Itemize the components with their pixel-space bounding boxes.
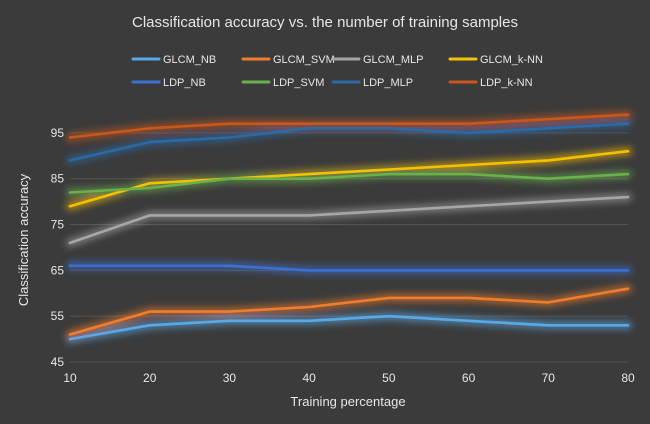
y-tick-label: 85 bbox=[51, 172, 65, 186]
legend-label-ldp-svm: LDP_SVM bbox=[273, 77, 324, 89]
series-line-glcm-k-nn bbox=[68, 149, 630, 208]
x-tick-label: 60 bbox=[462, 371, 476, 385]
series-glow-glcm-mlp bbox=[65, 192, 633, 248]
legend-label-glcm-mlp: GLCM_MLP bbox=[363, 54, 424, 66]
x-tick-label: 50 bbox=[382, 371, 396, 385]
series-line-ldp-nb bbox=[68, 264, 630, 272]
y-tick-label: 75 bbox=[51, 218, 65, 232]
y-axis-label: Classification accuracy bbox=[16, 173, 31, 306]
chart-title: Classification accuracy vs. the number o… bbox=[132, 14, 518, 31]
y-tick-label: 45 bbox=[51, 355, 65, 369]
legend-label-ldp-mlp: LDP_MLP bbox=[363, 77, 413, 89]
y-tick-label: 55 bbox=[51, 309, 65, 323]
series-line-ldp-mlp bbox=[68, 122, 630, 162]
series-line-glcm-nb bbox=[68, 314, 630, 341]
y-tick-label: 95 bbox=[51, 126, 65, 140]
legend: GLCM_NB GLCM_SVM GLCM_MLP GLCM_k-NN LDP_NB LD… bbox=[131, 54, 543, 89]
glow-layer bbox=[65, 110, 633, 344]
x-axis-label: Training percentage bbox=[290, 394, 405, 409]
legend-label-glcm-k-nn: GLCM_k-NN bbox=[480, 54, 543, 66]
legend-label-ldp-k-nn: LDP_k-NN bbox=[480, 77, 533, 89]
legend-label-glcm-svm: GLCM_SVM bbox=[273, 54, 335, 66]
x-tick-label: 70 bbox=[542, 371, 556, 385]
series-line-glcm-mlp bbox=[68, 195, 630, 245]
x-tick-label: 30 bbox=[223, 371, 237, 385]
series-line-ldp-k-nn bbox=[68, 113, 630, 139]
x-tick-label: 20 bbox=[143, 371, 157, 385]
legend-label-ldp-nb: LDP_NB bbox=[163, 77, 206, 89]
legend-label-glcm-nb: GLCM_NB bbox=[163, 54, 216, 66]
y-tick-label: 65 bbox=[51, 263, 65, 277]
series-line-ldp-svm bbox=[68, 172, 630, 194]
series-line-glcm-svm bbox=[68, 287, 630, 336]
x-tick-label: 80 bbox=[621, 371, 635, 385]
x-tick-label: 10 bbox=[63, 371, 77, 385]
tick-layer: 45 55 65 75 85 95 10 20 30 40 50 60 70 80 bbox=[51, 126, 635, 385]
x-tick-label: 40 bbox=[302, 371, 316, 385]
series-layer bbox=[68, 113, 630, 341]
